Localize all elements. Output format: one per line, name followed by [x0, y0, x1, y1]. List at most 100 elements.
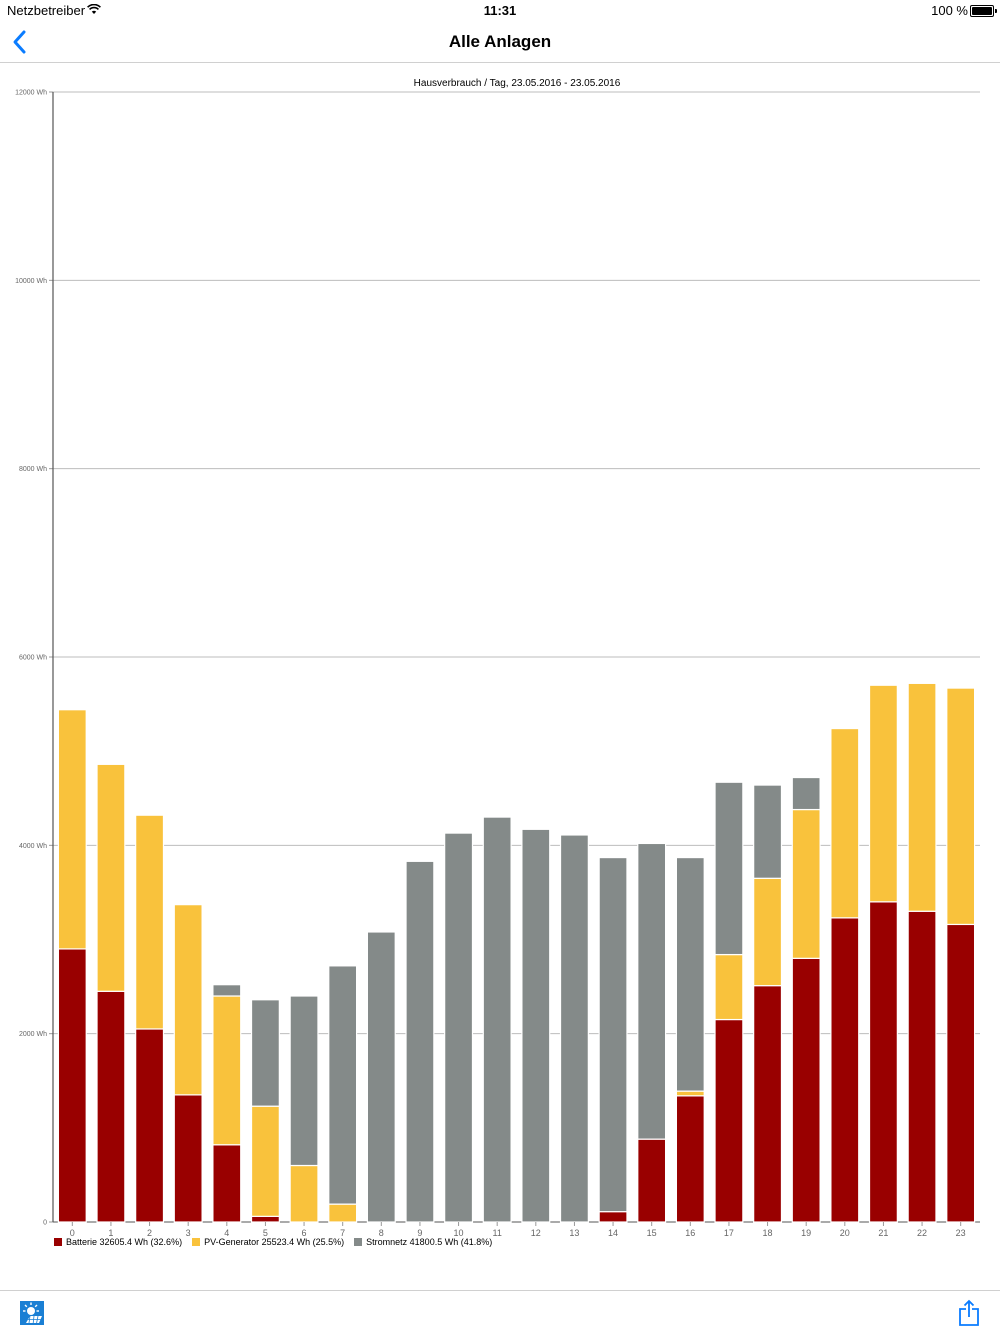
bar-stromnetz: [598, 856, 628, 1213]
bar-batterie: [830, 917, 860, 1223]
legend-swatch-batterie: [54, 1238, 62, 1246]
x-tick-label: 8: [379, 1228, 384, 1238]
solar-app-icon[interactable]: [20, 1301, 44, 1325]
legend-swatch-stromnetz: [354, 1238, 363, 1246]
legend-item-pv-generator: PV-Generator 25523.4 Wh (25.5%): [192, 1237, 344, 1247]
battery-percentage: 100 %: [931, 3, 968, 18]
bar-batterie: [135, 1028, 165, 1223]
share-icon[interactable]: [958, 1299, 980, 1327]
x-tick-label: 6: [302, 1228, 307, 1238]
bottom-toolbar: [0, 1290, 1000, 1335]
bar-pv-generator: [289, 1164, 319, 1223]
bar-pv-generator: [830, 727, 860, 919]
bar-pv-generator: [714, 953, 744, 1021]
x-tick-label: 18: [763, 1228, 773, 1238]
x-tick-label: 23: [956, 1228, 966, 1238]
x-tick-label: 4: [224, 1228, 229, 1238]
chevron-left-icon[interactable]: [8, 28, 32, 56]
bar-pv-generator: [791, 808, 821, 959]
bar-batterie: [173, 1094, 203, 1223]
bar-pv-generator: [173, 904, 203, 1096]
x-tick-label: 22: [917, 1228, 927, 1238]
bar-stromnetz: [559, 834, 589, 1223]
x-tick-label: 2: [147, 1228, 152, 1238]
x-tick-label: 14: [608, 1228, 618, 1238]
x-tick-label: 19: [801, 1228, 811, 1238]
chart-area: Hausverbrauch / Tag, 23.05.2016 - 23.05.…: [0, 70, 1000, 1260]
bar-stromnetz: [366, 931, 396, 1223]
bar-pv-generator: [212, 995, 242, 1146]
y-tick-label: 0: [43, 1220, 47, 1227]
bar-pv-generator: [868, 684, 898, 903]
x-tick-label: 3: [186, 1228, 191, 1238]
bar-stromnetz: [675, 856, 705, 1092]
x-tick-label: 16: [685, 1228, 695, 1238]
legend-swatch-pv-generator: [192, 1238, 201, 1246]
x-tick-label: 20: [840, 1228, 850, 1238]
bar-pv-generator: [250, 1105, 280, 1217]
bar-pv-generator: [753, 877, 783, 987]
bar-batterie: [57, 948, 87, 1223]
bar-pv-generator: [57, 709, 87, 950]
legend-item-batterie: Batterie 32605.4 Wh (32.6%): [54, 1237, 182, 1247]
x-tick-label: 13: [569, 1228, 579, 1238]
y-tick-label: 10000 Wh: [15, 278, 47, 285]
x-tick-label: 15: [647, 1228, 657, 1238]
bar-stromnetz: [791, 776, 821, 811]
bar-batterie: [907, 910, 937, 1223]
stacked-bar-chart: Hausverbrauch / Tag, 23.05.2016 - 23.05.…: [15, 78, 980, 1238]
bar-stromnetz: [212, 984, 242, 997]
y-tick-label: 4000 Wh: [19, 843, 47, 850]
bar-pv-generator: [135, 814, 165, 1030]
bar-batterie: [791, 957, 821, 1223]
bar-batterie: [96, 990, 126, 1223]
bar-stromnetz: [482, 816, 512, 1223]
bar-stromnetz: [444, 832, 474, 1223]
clock: 11:31: [483, 3, 517, 18]
bar-batterie: [675, 1095, 705, 1223]
bar-batterie: [753, 985, 783, 1223]
y-tick-label: 12000 Wh: [15, 90, 47, 97]
navigation-bar: Alle Anlagen: [0, 22, 1000, 63]
x-tick-label: 12: [531, 1228, 541, 1238]
carrier-label: Netzbetreiber: [7, 3, 86, 18]
wifi-icon: [87, 4, 101, 14]
legend-label-pv-generator: PV-Generator 25523.4 Wh (25.5%): [204, 1237, 345, 1247]
bar-pv-generator: [907, 682, 937, 912]
x-tick-label: 1: [108, 1228, 113, 1238]
bar-stromnetz: [289, 995, 319, 1167]
bar-batterie: [868, 901, 898, 1223]
x-tick-label: 5: [263, 1228, 268, 1238]
bar-batterie: [250, 1215, 280, 1223]
chart-legend: Batterie 32605.4 Wh (32.6%) PV-Generator…: [54, 1237, 492, 1247]
legend-item-stromnetz: Stromnetz 41800.5 Wh (41.8%): [354, 1237, 492, 1247]
bar-stromnetz: [328, 965, 358, 1205]
bar-batterie: [212, 1144, 242, 1223]
x-tick-label: 10: [454, 1228, 464, 1238]
bar-batterie: [637, 1138, 667, 1223]
x-tick-label: 9: [417, 1228, 422, 1238]
x-tick-label: 7: [340, 1228, 345, 1238]
bar-stromnetz: [753, 784, 783, 879]
bar-pv-generator: [96, 763, 126, 992]
bar-pv-generator: [328, 1203, 358, 1223]
bar-stromnetz: [714, 781, 744, 956]
chart-title: Hausverbrauch / Tag, 23.05.2016 - 23.05.…: [414, 78, 621, 89]
bar-stromnetz: [250, 999, 280, 1107]
bar-stromnetz: [521, 828, 551, 1223]
y-tick-label: 2000 Wh: [19, 1031, 47, 1038]
x-tick-label: 21: [878, 1228, 888, 1238]
bar-pv-generator: [946, 687, 976, 926]
bar-batterie: [714, 1018, 744, 1223]
x-tick-label: 0: [70, 1228, 75, 1238]
bar-batterie: [946, 923, 976, 1223]
battery-icon: [970, 5, 997, 17]
status-bar: Netzbetreiber 11:31 100 %: [0, 0, 1000, 22]
legend-label-batterie: Batterie 32605.4 Wh (32.6%): [66, 1237, 183, 1247]
bar-batterie: [598, 1211, 628, 1223]
bar-stromnetz: [405, 860, 435, 1223]
x-tick-label: 11: [493, 1228, 502, 1238]
bar-stromnetz: [637, 842, 667, 1140]
y-tick-label: 6000 Wh: [19, 655, 47, 662]
bar-pv-generator: [675, 1090, 705, 1097]
